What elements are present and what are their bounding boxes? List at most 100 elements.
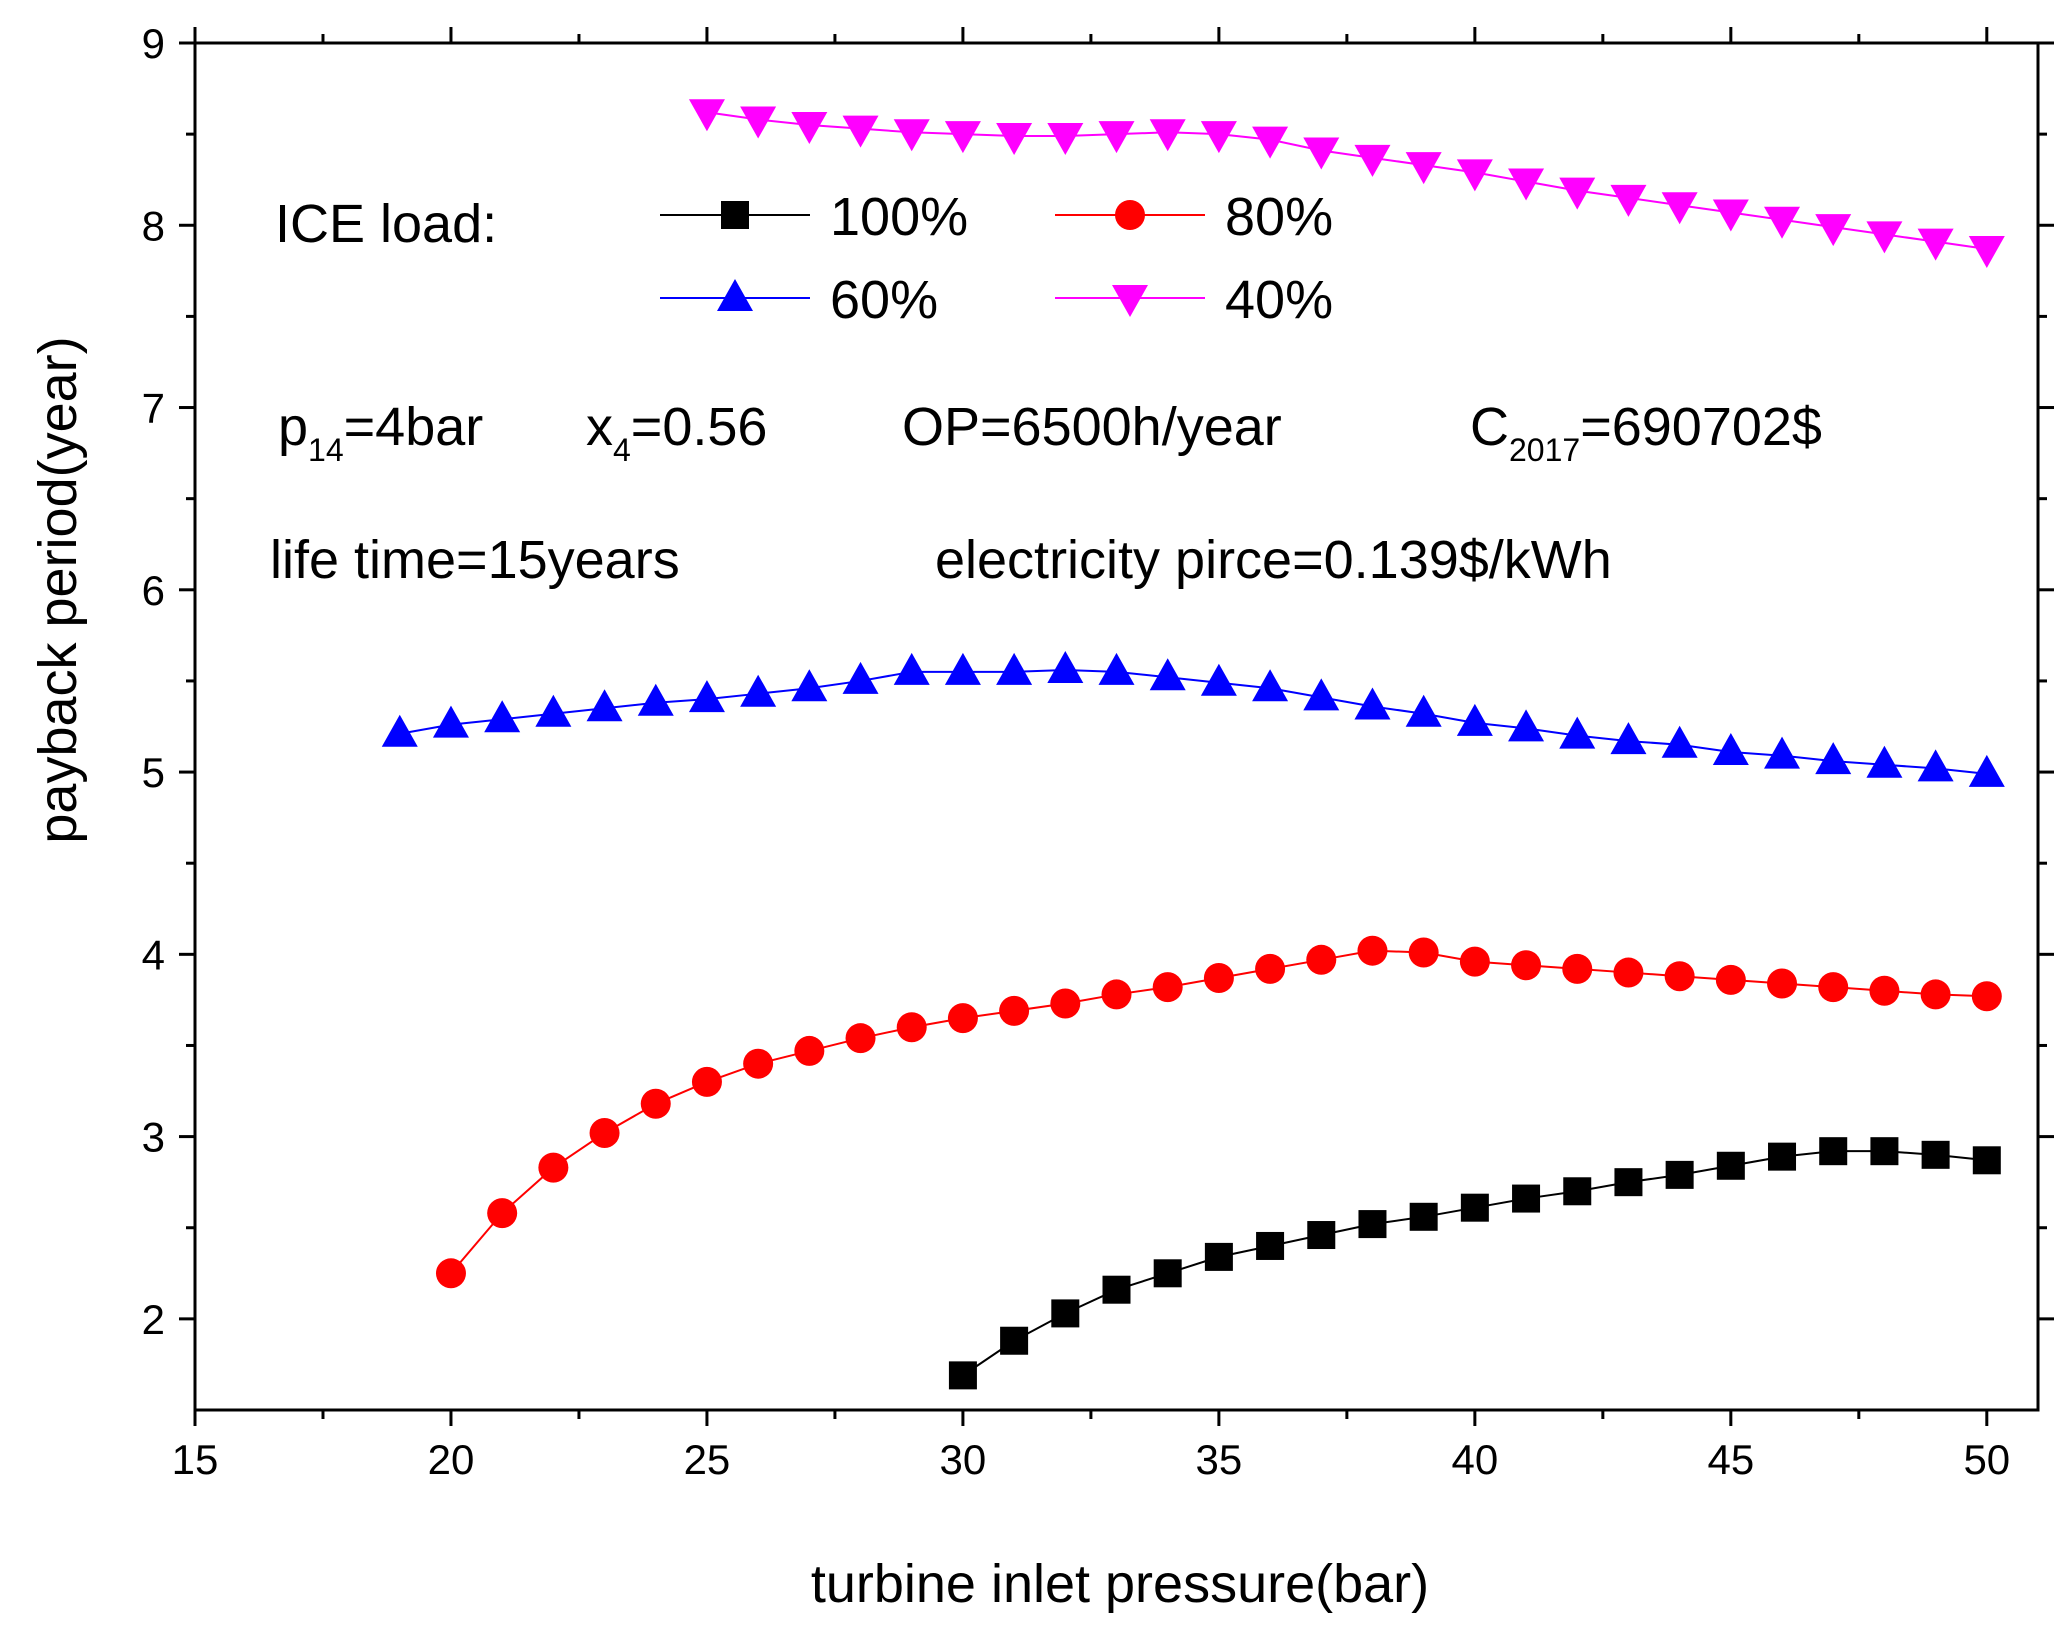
data-point: [1459, 946, 1490, 977]
data-point: [1661, 192, 1698, 225]
data-point: [1614, 1168, 1643, 1197]
data-point: [640, 1088, 671, 1119]
data-point: [637, 683, 674, 716]
data-point: [1921, 1140, 1950, 1169]
data-point: [1715, 964, 1746, 995]
data-point: [1767, 968, 1798, 999]
data-point: [1920, 979, 1951, 1010]
data-point: [893, 652, 930, 685]
data-point: [1152, 972, 1183, 1003]
data-point: [1051, 1299, 1080, 1328]
data-point: [1968, 754, 2005, 787]
y-tick-label: 9: [142, 20, 165, 67]
x-tick-label: 50: [1963, 1436, 2010, 1483]
data-point: [1204, 1242, 1233, 1271]
x-tick-label: 35: [1196, 1436, 1243, 1483]
data-point: [487, 1198, 518, 1229]
data-point: [1047, 122, 1084, 155]
data-point: [432, 705, 469, 738]
x-tick-label: 30: [940, 1436, 987, 1483]
series-2: [381, 650, 2005, 787]
x-tick-label: 20: [428, 1436, 475, 1483]
data-point: [1764, 206, 1801, 239]
data-point: [1000, 1326, 1029, 1355]
annotation-c2017: C2017=690702$: [1470, 397, 1822, 468]
data-point: [1405, 152, 1442, 185]
series-layer: [381, 99, 2005, 1390]
data-point: [1917, 749, 1954, 782]
data-point: [740, 674, 777, 707]
data-point: [1303, 137, 1340, 170]
legend-marker: [717, 279, 753, 311]
data-point: [1815, 742, 1852, 775]
legend-label: 100%: [830, 187, 968, 247]
data-point: [896, 1012, 927, 1043]
data-point: [743, 1048, 774, 1079]
data-point: [1149, 658, 1186, 691]
series-line: [399, 668, 1987, 775]
data-point: [1559, 716, 1596, 749]
data-point: [1306, 944, 1337, 975]
data-point: [484, 700, 521, 733]
data-point: [1968, 235, 2005, 268]
data-point: [1102, 1275, 1131, 1304]
data-point: [1307, 1221, 1336, 1250]
data-point: [1200, 121, 1237, 154]
x-axis-title: turbine inlet pressure(bar): [811, 1554, 1429, 1614]
data-point: [1818, 972, 1849, 1003]
data-point: [535, 694, 572, 727]
data-point: [1512, 1184, 1541, 1213]
data-point: [1815, 214, 1852, 247]
data-point: [1200, 663, 1237, 696]
data-point: [1972, 1146, 2001, 1175]
data-point: [1508, 168, 1545, 201]
data-point: [538, 1152, 569, 1183]
data-point: [996, 652, 1033, 685]
plot-frame: [193, 41, 2040, 1412]
data-point: [1661, 725, 1698, 758]
data-point: [586, 689, 623, 722]
series-0: [948, 1137, 2001, 1390]
data-point: [1098, 121, 1135, 154]
y-tick-label: 6: [142, 567, 165, 614]
data-point: [1203, 963, 1234, 994]
y-tick-label: 8: [142, 202, 165, 249]
data-point: [1870, 1137, 1899, 1166]
data-point: [1255, 953, 1286, 984]
data-point: [1303, 678, 1340, 711]
data-point: [1664, 961, 1695, 992]
data-point: [999, 995, 1030, 1026]
y-tick-label: 2: [142, 1296, 165, 1343]
data-point: [1712, 733, 1749, 766]
legend-marker: [721, 201, 749, 229]
data-point: [1047, 650, 1084, 683]
legend-label: 40%: [1225, 270, 1333, 330]
data-point: [691, 1066, 722, 1097]
data-point: [944, 652, 981, 685]
legend-marker: [1112, 285, 1148, 317]
y-tick-label: 5: [142, 749, 165, 796]
data-point: [1511, 950, 1542, 981]
data-point: [1819, 1137, 1848, 1166]
x-tick-label: 15: [172, 1436, 219, 1483]
data-point: [589, 1117, 620, 1148]
data-point: [688, 680, 725, 713]
data-point: [1563, 1177, 1592, 1206]
data-point: [1354, 144, 1391, 177]
x-tick-label: 40: [1452, 1436, 1499, 1483]
data-point: [1354, 687, 1391, 720]
y-tick-label: 3: [142, 1114, 165, 1161]
data-point: [842, 661, 879, 694]
annotation-p14: p14=4bar: [278, 397, 483, 468]
data-point: [1768, 1142, 1797, 1171]
data-point: [1358, 1210, 1387, 1239]
data-point: [842, 115, 879, 148]
legend-label: 80%: [1225, 187, 1333, 247]
y-tick-label: 7: [142, 385, 165, 432]
data-point: [1610, 184, 1647, 217]
data-point: [1869, 975, 1900, 1006]
annotation-electricity-price: electricity pirce=0.139$/kWh: [935, 530, 1612, 590]
y-tick-label: 4: [142, 931, 165, 978]
data-point: [1409, 1202, 1438, 1231]
